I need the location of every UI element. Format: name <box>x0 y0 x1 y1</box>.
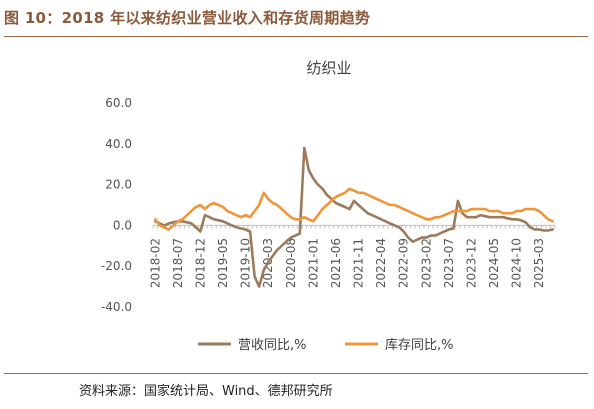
x-tick-label: 2024-05 <box>487 238 501 288</box>
y-tick-label: -20.0 <box>101 259 132 273</box>
x-tick-label: 2019-05 <box>216 238 230 288</box>
source-note: 资料来源：国家统计局、Wind、德邦研究所 <box>79 384 333 399</box>
x-tick-label: 2025-03 <box>532 238 546 288</box>
series-line-inventory <box>154 187 554 231</box>
x-tick-label: 2018-12 <box>193 238 207 288</box>
series-group <box>154 146 554 288</box>
x-axis: 2018-02 2018-07 2018-12 2019-05 2019-10 2020-… <box>148 238 546 288</box>
x-tick-label: 2019-10 <box>239 238 253 288</box>
x-tick-label: 2022-04 <box>374 238 388 288</box>
x-tick-label: 2018-07 <box>171 238 185 288</box>
figure-caption: 图 10：2018 年以来纺织业营业收入和存货周期趋势 <box>4 9 371 27</box>
y-tick-label: 20.0 <box>105 178 132 192</box>
caption-divider <box>4 36 588 37</box>
chart-title: 纺织业 <box>306 59 351 77</box>
y-tick-label: -40.0 <box>101 300 132 314</box>
x-tick-label: 2021-06 <box>329 238 343 288</box>
x-tick-label: 2021-01 <box>306 238 320 288</box>
y-axis: 60.0 40.0 20.0 0.0 -20.0 -40.0 <box>101 96 132 314</box>
y-tick-label: 40.0 <box>105 137 132 151</box>
x-tick-label: 2023-12 <box>464 238 478 288</box>
x-tick-label: 2023-02 <box>419 238 433 288</box>
x-tick-label: 2023-07 <box>442 238 456 288</box>
series-line-revenue <box>154 146 554 288</box>
x-tick-label: 2021-11 <box>352 238 366 288</box>
legend-label: 库存同比,% <box>385 337 454 353</box>
zero-line <box>152 224 556 229</box>
legend-label: 营收同比,% <box>238 338 307 353</box>
x-tick-label: 2022-09 <box>397 238 411 288</box>
y-tick-label: 0.0 <box>113 218 132 232</box>
legend: 营收同比,% 库存同比,% <box>198 337 454 353</box>
x-tick-label: 2020-08 <box>284 238 298 288</box>
x-tick-label: 2024-10 <box>510 238 524 288</box>
y-tick-label: 60.0 <box>105 96 132 110</box>
x-tick-label: 2018-02 <box>148 238 162 288</box>
source-divider <box>4 373 588 374</box>
